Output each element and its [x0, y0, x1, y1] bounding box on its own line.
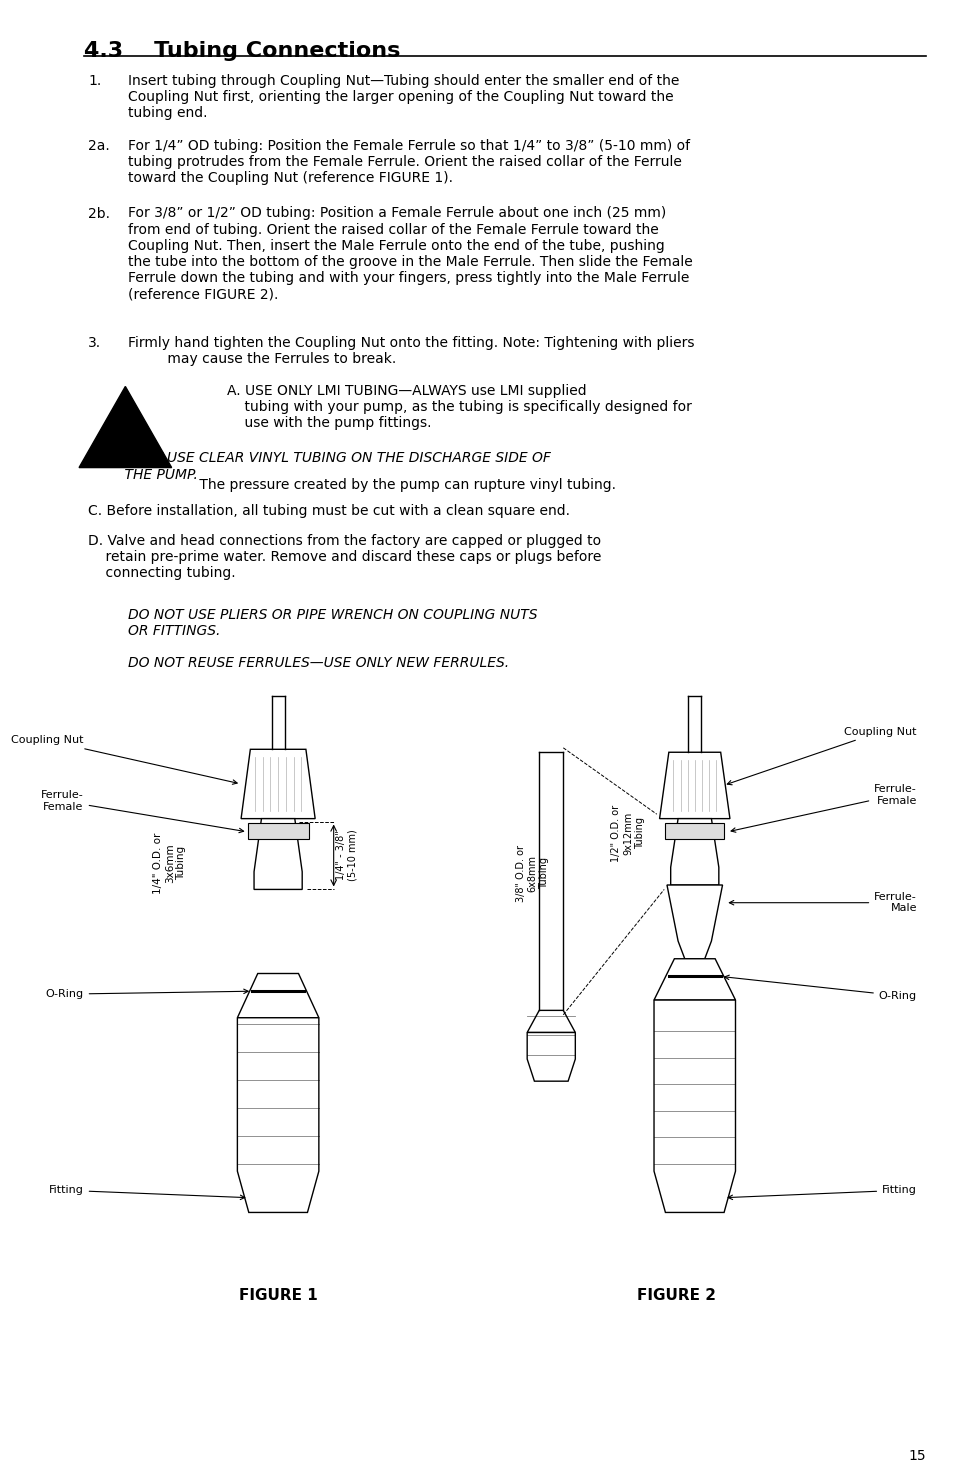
Text: DO NOT REUSE FERRULES—USE ONLY NEW FERRULES.: DO NOT REUSE FERRULES—USE ONLY NEW FERRU… [128, 656, 509, 670]
Text: 1/4" - 3/8"
(5-10 mm): 1/4" - 3/8" (5-10 mm) [335, 829, 357, 882]
Polygon shape [79, 386, 172, 468]
Polygon shape [527, 1032, 575, 1081]
Text: 2a.: 2a. [89, 139, 110, 152]
Polygon shape [237, 974, 318, 1018]
Text: A. USE ONLY LMI TUBING—ALWAYS use LMI supplied
    tubing with your pump, as the: A. USE ONLY LMI TUBING—ALWAYS use LMI su… [227, 384, 691, 429]
Text: Ferrule-
Female: Ferrule- Female [730, 785, 916, 832]
Text: O-Ring: O-Ring [46, 990, 248, 999]
Text: FIGURE 1: FIGURE 1 [238, 1288, 317, 1302]
Text: Ferrule-
Male: Ferrule- Male [728, 892, 916, 913]
Text: For 1/4” OD tubing: Position the Female Ferrule so that 1/4” to 3/8” (5-10 mm) o: For 1/4” OD tubing: Position the Female … [128, 139, 690, 184]
Polygon shape [670, 819, 718, 885]
Polygon shape [248, 823, 309, 839]
Polygon shape [664, 823, 723, 839]
Text: For 3/8” or 1/2” OD tubing: Position a Female Ferrule about one inch (25 mm)
fro: For 3/8” or 1/2” OD tubing: Position a F… [128, 207, 692, 301]
Text: 1.: 1. [89, 74, 101, 87]
Text: Firmly hand tighten the Coupling Nut onto the fitting. Note: Tightening with pli: Firmly hand tighten the Coupling Nut ont… [128, 336, 694, 366]
Text: Ferrule-
Female: Ferrule- Female [41, 791, 243, 833]
Text: Coupling Nut: Coupling Nut [11, 736, 237, 785]
Polygon shape [666, 885, 721, 959]
Polygon shape [527, 1010, 575, 1032]
Text: DO NOT USE PLIERS OR PIPE WRENCH ON COUPLING NUTS
OR FITTINGS.: DO NOT USE PLIERS OR PIPE WRENCH ON COUP… [128, 608, 537, 637]
Text: 2b.: 2b. [89, 207, 111, 220]
Text: 3/8" O.D. or
6x8mm
Tubing: 3/8" O.D. or 6x8mm Tubing [516, 845, 549, 901]
Text: 1/2" O.D. or
9x12mm
Tubing: 1/2" O.D. or 9x12mm Tubing [611, 805, 644, 861]
Polygon shape [654, 1000, 735, 1212]
Polygon shape [253, 819, 302, 889]
Text: FIGURE 2: FIGURE 2 [636, 1288, 715, 1302]
Text: Fitting: Fitting [49, 1186, 245, 1199]
Text: 15: 15 [907, 1450, 925, 1463]
Text: B.: B. [89, 451, 107, 465]
Text: DO NOT USE CLEAR VINYL TUBING ON THE DISCHARGE SIDE OF
    THE PUMP.: DO NOT USE CLEAR VINYL TUBING ON THE DIS… [107, 451, 550, 481]
Text: Insert tubing through Coupling Nut—Tubing should enter the smaller end of the
Co: Insert tubing through Coupling Nut—Tubin… [128, 74, 679, 119]
Polygon shape [241, 749, 314, 819]
Text: C. Before installation, all tubing must be cut with a clean square end.: C. Before installation, all tubing must … [89, 504, 570, 518]
Polygon shape [237, 1018, 318, 1212]
Text: 1/4" O.D. or
3x6mm
Tubing: 1/4" O.D. or 3x6mm Tubing [153, 832, 186, 894]
Text: O-Ring: O-Ring [724, 975, 916, 1000]
Text: 4.3    Tubing Connections: 4.3 Tubing Connections [84, 41, 399, 62]
Polygon shape [654, 959, 735, 1000]
Text: The pressure created by the pump can rupture vinyl tubing.: The pressure created by the pump can rup… [194, 478, 615, 491]
Text: Coupling Nut: Coupling Nut [726, 727, 916, 785]
Text: 3.: 3. [89, 336, 101, 350]
Text: Fitting: Fitting [727, 1186, 916, 1199]
Text: D. Valve and head connections from the factory are capped or plugged to
    reta: D. Valve and head connections from the f… [89, 534, 601, 580]
Polygon shape [659, 752, 729, 819]
